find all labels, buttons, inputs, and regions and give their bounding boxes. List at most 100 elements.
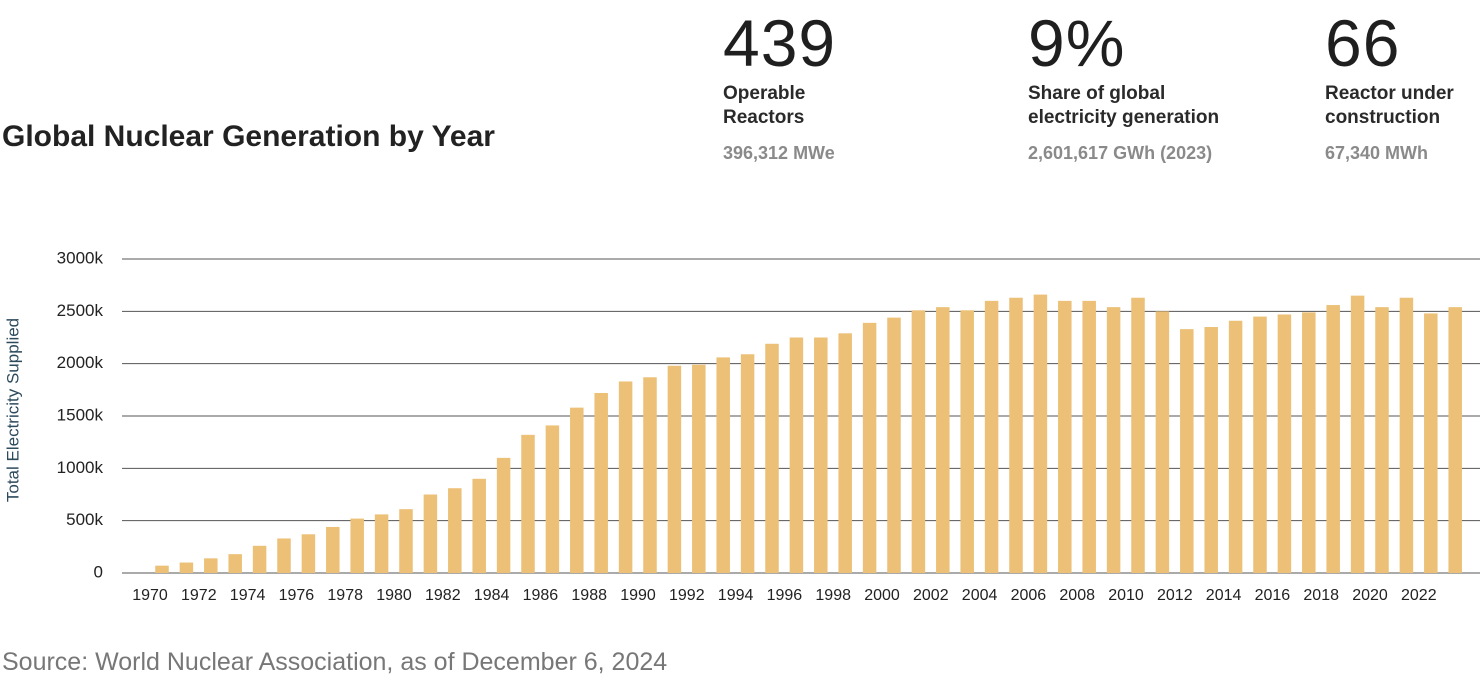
x-tick-label: 1980 [376,587,412,604]
x-tick-label: 1998 [815,587,851,604]
x-tick-label: 1994 [718,587,754,604]
bar [1375,307,1389,573]
x-tick-label: 2022 [1401,587,1437,604]
stat-value: 66 [1325,6,1401,80]
bar [862,322,877,573]
x-tick-label: 1988 [571,587,607,604]
bar [326,526,340,573]
x-tick-label: 1982 [425,587,461,604]
bar [740,354,755,573]
y-tick-label: 2000k [57,353,104,372]
bar [814,337,828,573]
bar [277,538,291,573]
stat-value: 9% [1028,6,1126,80]
x-tick-label: 2008 [1059,587,1095,604]
bar [350,518,364,573]
y-tick-label: 1000k [57,458,104,477]
bar [1033,294,1048,573]
bar [838,333,852,573]
x-tick-label: 1986 [523,587,559,604]
bar [1326,305,1340,573]
y-tick-label: 2500k [57,301,104,320]
bar [1155,311,1170,573]
chart: Total Electricity Supplied 0 500k 1000k 150… [3,248,1480,604]
bar [1180,329,1194,573]
bar [1058,300,1072,573]
source-note: Source: World Nuclear Association, as of… [2,648,668,676]
bar [594,392,608,573]
x-tick-label: 2016 [1255,587,1291,604]
x-tick-label: 1974 [230,587,266,604]
bar [936,307,950,573]
y-axis-label: Total Electricity Supplied [3,318,22,502]
bar [1448,307,1462,573]
bar [618,381,633,573]
bar [1350,295,1365,573]
x-tick-label: 2020 [1352,587,1388,604]
bar [911,310,926,573]
bar [1204,327,1218,573]
bar [1228,320,1243,573]
stat-label: Share of global electricity generation [1028,83,1220,128]
x-tick-label: 1972 [181,587,217,604]
bar [545,425,560,573]
bar [179,562,194,573]
stat-label: Operable Reactors [723,83,806,128]
bar [472,478,486,573]
y-tick-label: 3000k [57,248,104,267]
x-tick-label: 1990 [620,587,656,604]
bar [155,565,169,573]
bar [1424,313,1438,573]
x-tick-label: 2004 [962,587,998,604]
x-tick-label: 2010 [1108,587,1144,604]
bar [1131,297,1145,573]
x-tick-label: 1992 [669,587,705,604]
stat: 66 Reactor under construction 67,340 MWh [1325,8,1465,164]
bar [204,558,218,573]
chart-title: Global Nuclear Generation by Year [2,120,495,153]
bar [1082,300,1096,573]
y-tick-label: 1500k [57,405,104,424]
stat-detail: 2,601,617 GWh (2023) [1028,143,1213,163]
bar [374,514,389,573]
bar [228,554,242,573]
bar [570,407,584,573]
x-tick-label: 1984 [474,587,510,604]
x-tick-label: 1978 [327,587,363,604]
bar [1399,297,1414,573]
bar [423,494,438,573]
bar [667,365,682,573]
x-tick-label: 2018 [1303,587,1339,604]
stat-value: 439 [723,6,837,80]
x-tick-label: 2000 [864,587,900,604]
bar [448,488,462,573]
bar [301,534,316,573]
bar [1106,307,1121,573]
bar [399,509,413,573]
bar [1277,314,1292,573]
bar [1253,316,1267,573]
bar [765,343,779,573]
bar [960,310,974,573]
bar [496,457,511,573]
bar [1302,312,1316,573]
bar [252,545,267,573]
x-tick-label: 2006 [1011,587,1047,604]
stat: 9% Share of global electricity generatio… [1028,8,1253,164]
stat: 439 Operable Reactors 396,312 MWe [723,8,853,164]
bar [887,317,901,573]
stat-detail: 67,340 MWh [1325,143,1429,163]
bar [692,364,706,573]
stat-detail: 396,312 MWe [723,143,835,163]
y-tick-label: 500k [66,510,103,529]
x-tick-label: 1996 [767,587,803,604]
x-tick-label: 2002 [913,587,949,604]
y-tick-label: 0 [94,562,103,581]
bar [643,377,657,573]
bar [521,434,535,573]
bar [1009,297,1023,573]
bar [789,337,804,573]
bar [984,300,999,573]
x-tick-label: 2012 [1157,587,1193,604]
